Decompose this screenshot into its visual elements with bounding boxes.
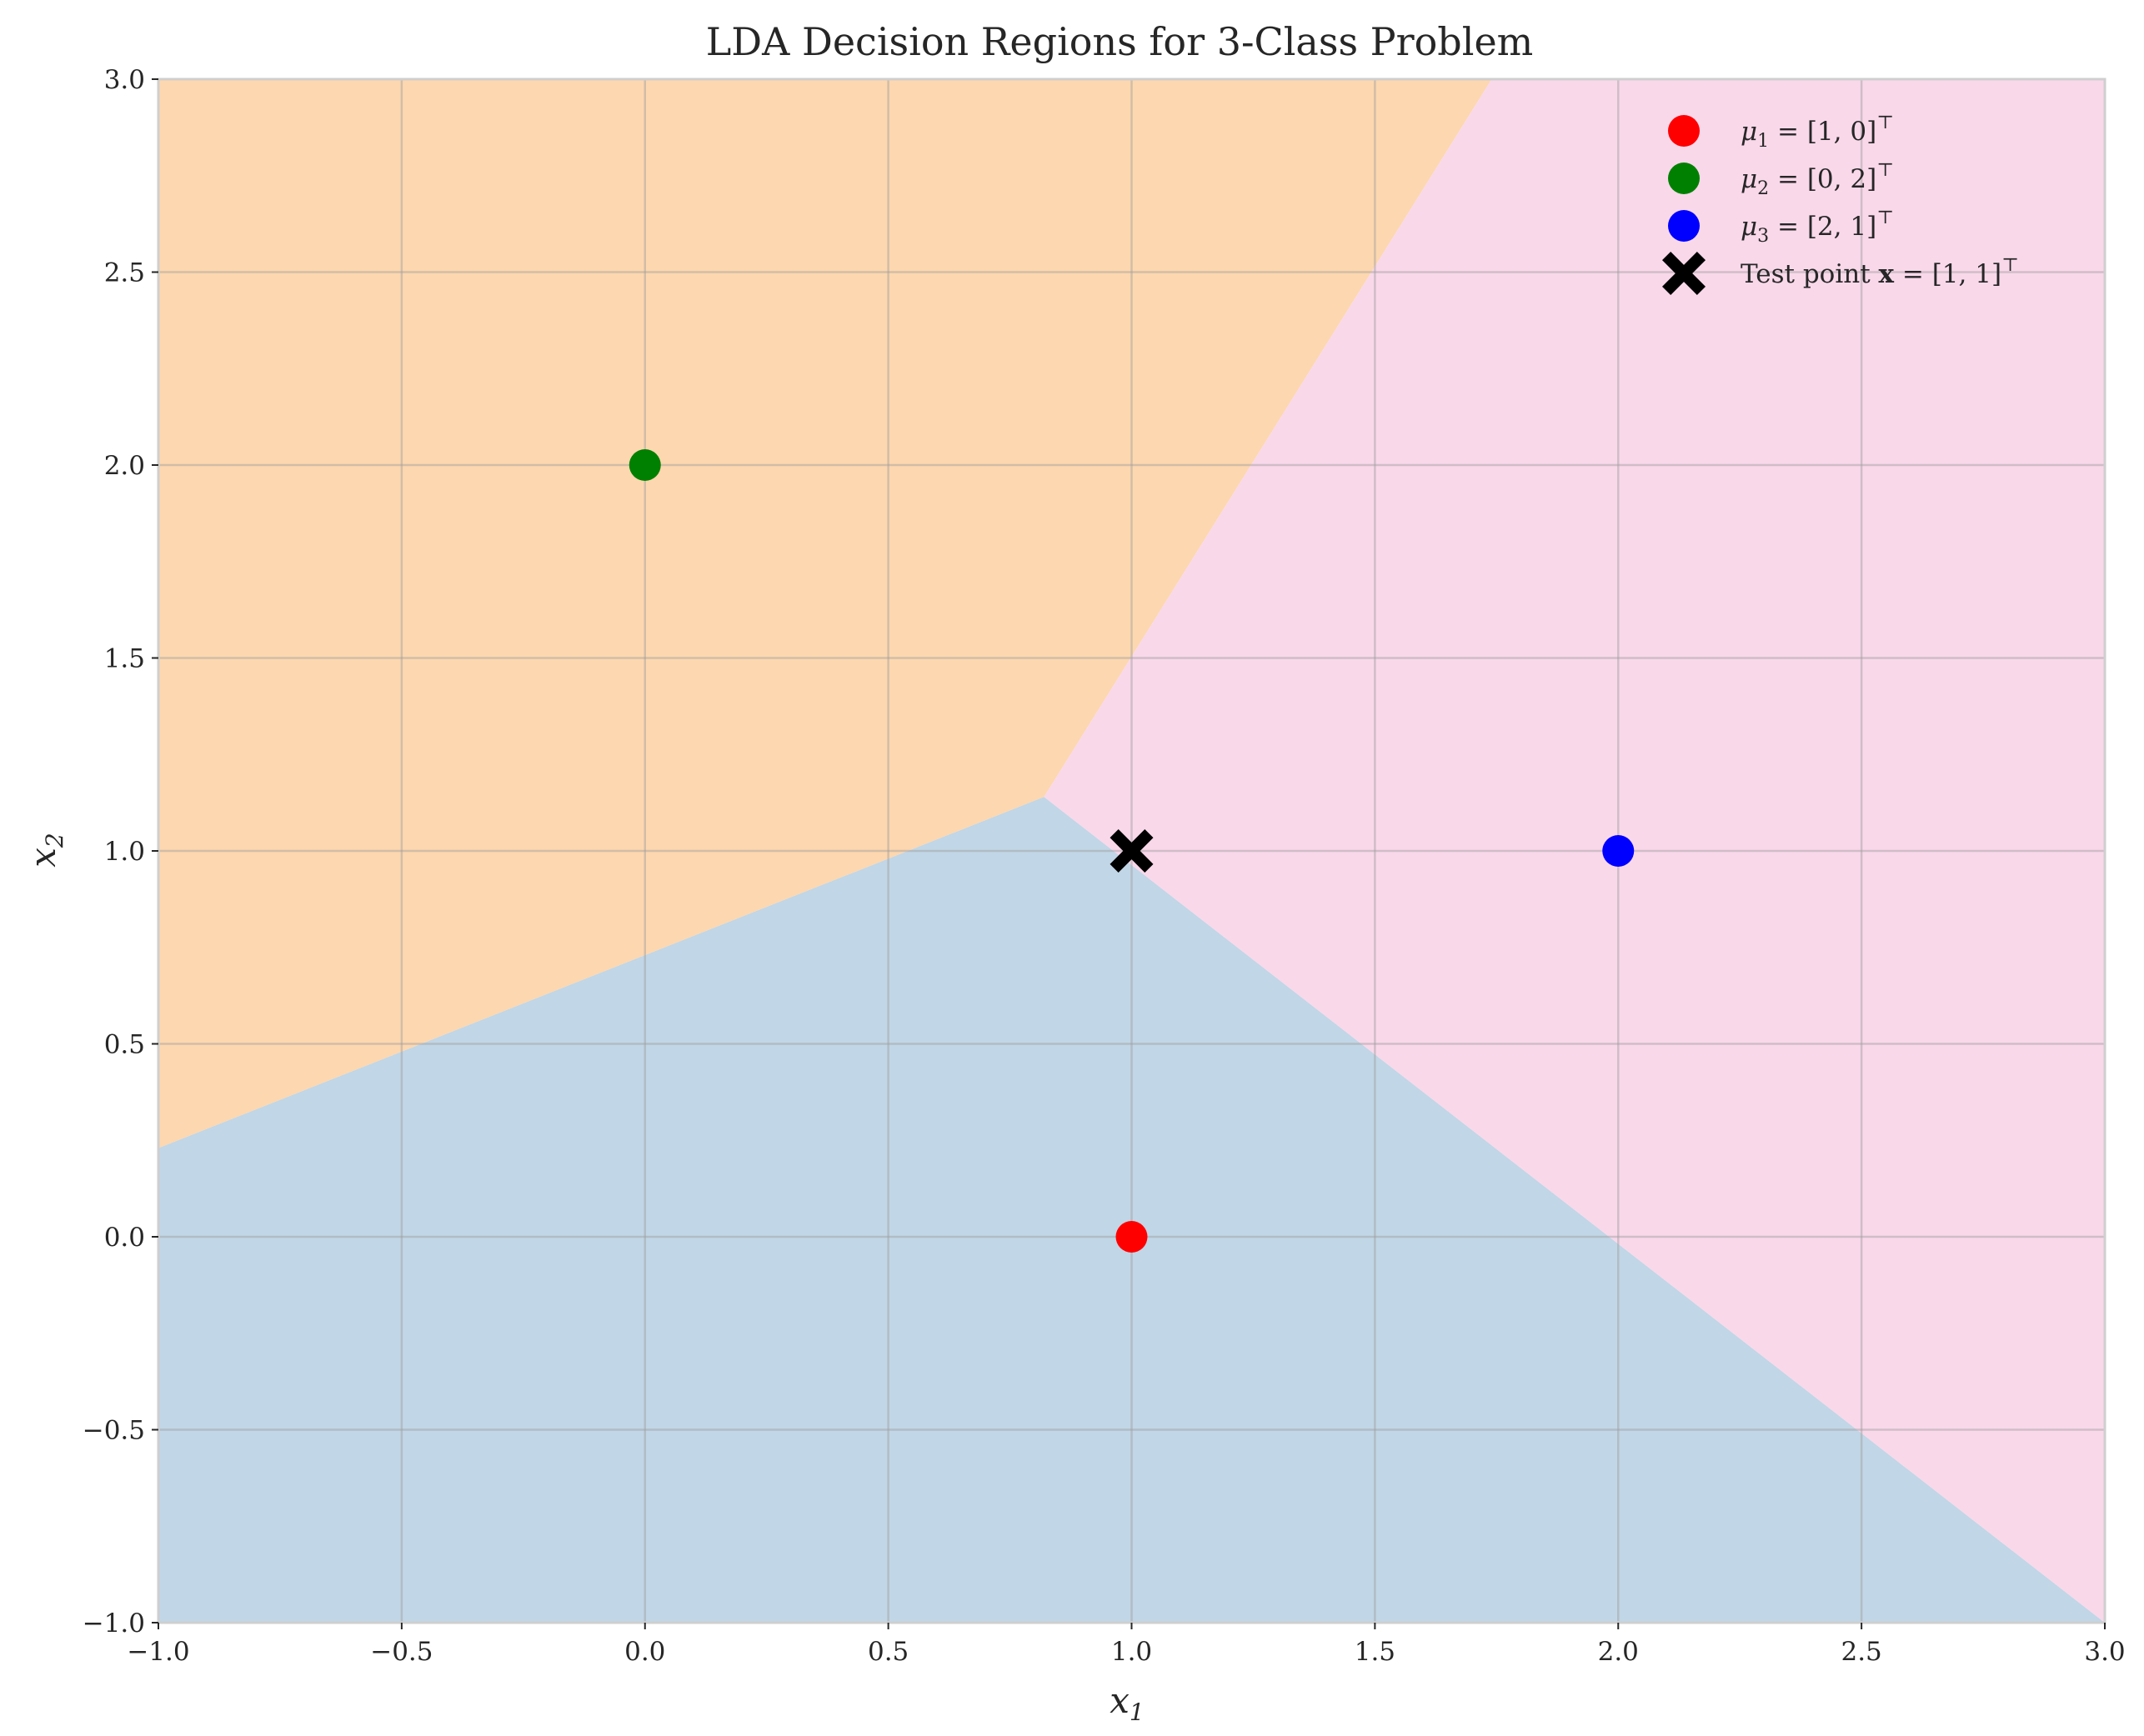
decision-regions — [158, 79, 2105, 1623]
x-tick-label: 2.0 — [1598, 1637, 1639, 1667]
x-tick-label: 2.5 — [1841, 1637, 1881, 1667]
region-class-1 — [158, 797, 2105, 1623]
y-axis-label-subscript: 2 — [41, 833, 68, 848]
y-tick-label: 0.5 — [104, 1030, 145, 1060]
x-tick-label: 1.0 — [1111, 1637, 1152, 1667]
chart-title: LDA Decision Regions for 3-Class Problem — [706, 19, 1534, 64]
x-axis-label-subscript: 1 — [1130, 1698, 1145, 1726]
test-point-marker-0 — [1110, 829, 1154, 873]
y-tick-label: 1.5 — [104, 644, 145, 674]
legend-entry-1: μ1 = [1, 0]⊤ — [1668, 113, 1894, 152]
y-axis-label: x2 — [23, 833, 68, 868]
legend-entry-4: Test point x = [1, 1]⊤ — [1662, 252, 2019, 295]
legend: μ1 = [1, 0]⊤ μ2 = [0, 2]⊤ μ3 = [2, 1]⊤ Test… — [1662, 113, 2019, 295]
x-axis-ticks: −1.0 −0.5 0.0 0.5 1.0 1.5 2.0 2.5 3.0 — [127, 1623, 2126, 1667]
legend-label: Test point x = [1, 1]⊤ — [1741, 255, 2019, 289]
legend-label: μ3 = [2, 1]⊤ — [1741, 208, 1894, 247]
legend-circle-marker — [1668, 210, 1700, 242]
x-axis-label-main: x — [1110, 1680, 1130, 1721]
class-mean-marker-3-0 — [1602, 835, 1635, 867]
x-axis-label: x1 — [1110, 1680, 1145, 1726]
legend-x-marker — [1662, 252, 1706, 295]
data-points — [629, 449, 1635, 1253]
y-tick-label: 2.5 — [104, 258, 145, 288]
legend-entry-3: μ3 = [2, 1]⊤ — [1668, 208, 1894, 247]
x-tick-label: 0.5 — [868, 1637, 909, 1667]
legend-label: μ2 = [0, 2]⊤ — [1741, 160, 1894, 199]
y-axis-label-main: x — [23, 848, 63, 868]
x-tick-label: −1.0 — [127, 1637, 189, 1667]
class-mean-marker-2-0 — [629, 449, 661, 481]
class-mean-marker-1-0 — [1115, 1221, 1148, 1253]
legend-circle-marker — [1668, 115, 1700, 147]
legend-entry-2: μ2 = [0, 2]⊤ — [1668, 160, 1894, 199]
y-tick-label: 0.0 — [104, 1223, 145, 1253]
x-tick-label: −0.5 — [370, 1637, 433, 1667]
y-tick-label: 1.0 — [104, 837, 145, 867]
x-tick-label: 0.0 — [624, 1637, 665, 1667]
region-class-2 — [158, 79, 1492, 1148]
y-tick-label: 2.0 — [104, 451, 145, 481]
region-class-3 — [1044, 79, 2105, 1623]
legend-circle-marker — [1668, 163, 1700, 194]
y-tick-label: −0.5 — [83, 1416, 145, 1446]
y-tick-label: −1.0 — [83, 1608, 145, 1638]
x-tick-label: 3.0 — [2084, 1637, 2125, 1667]
y-tick-label: 3.0 — [104, 65, 145, 95]
legend-label: μ1 = [1, 0]⊤ — [1741, 113, 1894, 152]
y-axis-ticks: −1.0 −0.5 0.0 0.5 1.0 1.5 2.0 2.5 3.0 — [83, 65, 158, 1638]
x-tick-label: 1.5 — [1355, 1637, 1395, 1667]
